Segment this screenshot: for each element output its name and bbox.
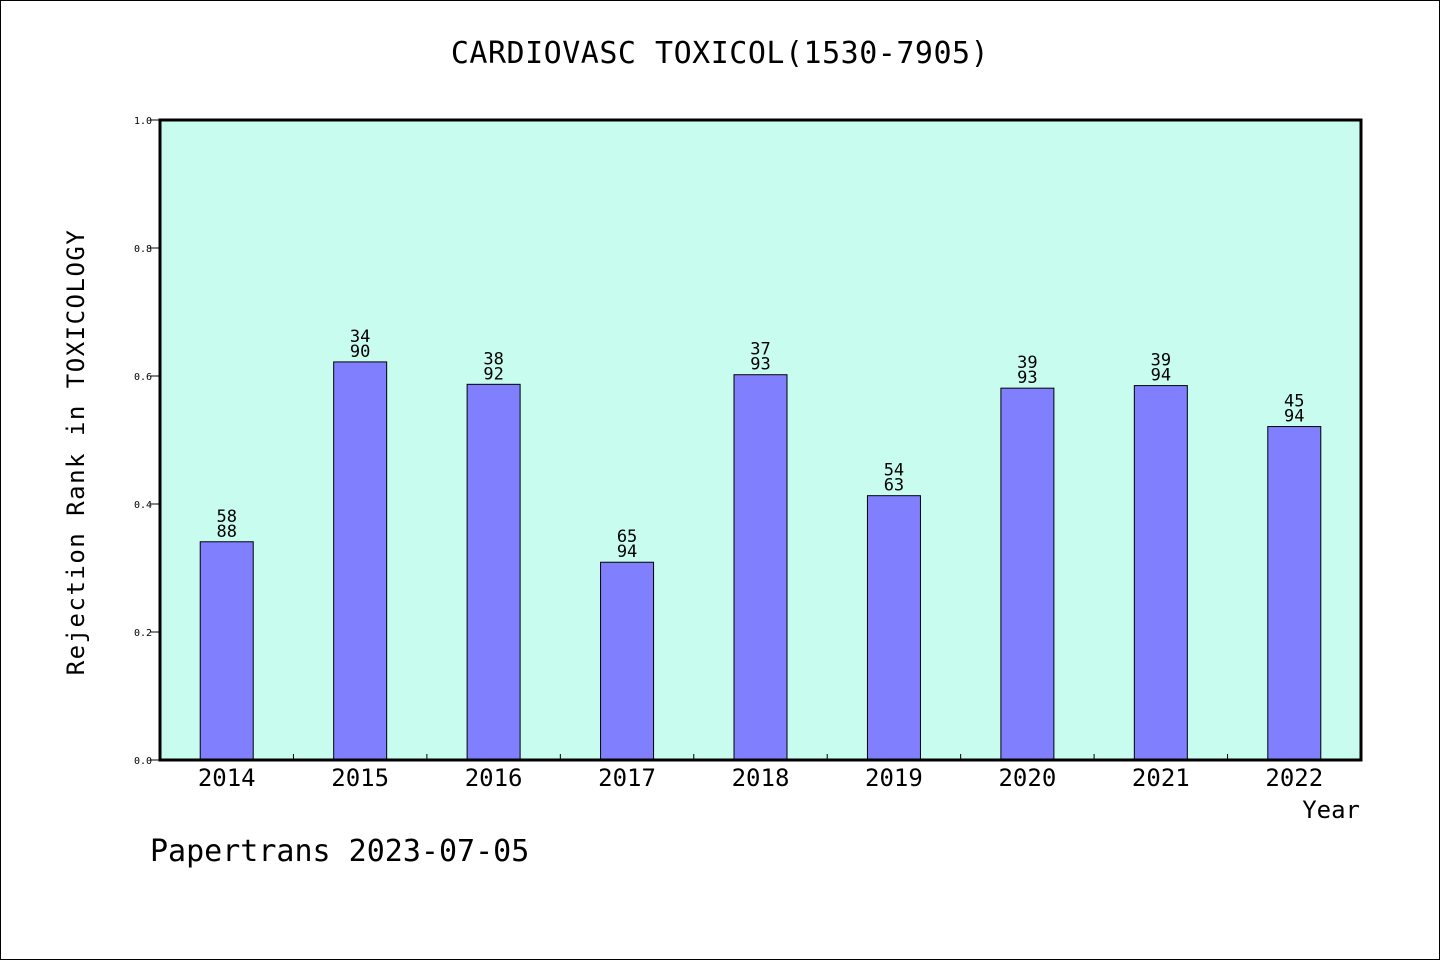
- x-tick-label: 2019: [865, 764, 923, 792]
- bar: [1267, 426, 1322, 761]
- bar: [466, 383, 521, 761]
- x-tick-label: 2014: [198, 764, 256, 792]
- bar-label-bottom: 88: [216, 522, 236, 542]
- bar-label-top: 38: [483, 349, 503, 369]
- x-tick-label: 2018: [732, 764, 790, 792]
- x-tick-label: 2016: [465, 764, 523, 792]
- bar: [333, 361, 388, 761]
- bar-label-bottom: 63: [884, 476, 904, 496]
- bar-label-bottom: 94: [617, 542, 637, 562]
- bar-label-top: 65: [617, 527, 637, 547]
- y-tick-label: 0.8: [134, 244, 152, 255]
- y-tick-label: 0.2: [134, 628, 152, 639]
- bar-label-top: 45: [1284, 392, 1304, 412]
- x-tick-label: 2022: [1265, 764, 1323, 792]
- chart-title: CARDIOVASC TOXICOL(1530-7905): [450, 36, 990, 71]
- bar: [1133, 385, 1188, 761]
- bar-label-bottom: 93: [1017, 368, 1037, 388]
- y-tick-label: 1.0: [134, 116, 152, 127]
- bar-label-bottom: 93: [750, 355, 770, 375]
- bar: [199, 541, 254, 761]
- footer-text: Papertrans 2023-07-05: [150, 834, 530, 869]
- bar-label-bottom: 90: [350, 342, 370, 362]
- x-axis-label: Year: [1302, 796, 1360, 824]
- bar-label-top: 39: [1017, 353, 1037, 373]
- bar: [866, 495, 921, 761]
- bar-label-top: 39: [1151, 351, 1171, 371]
- bar-label-top: 54: [884, 461, 904, 481]
- bar-label-bottom: 94: [1151, 366, 1171, 386]
- x-tick-label: 2015: [331, 764, 389, 792]
- y-tick-label: 0.6: [134, 372, 152, 383]
- bar-label-bottom: 94: [1284, 407, 1304, 427]
- bar-label-bottom: 92: [483, 364, 503, 384]
- plot-border: [158, 118, 1363, 762]
- bar-label-top: 58: [216, 507, 236, 527]
- bar-label-top: 34: [350, 327, 370, 347]
- x-tick-label: 2020: [998, 764, 1056, 792]
- bar: [1000, 387, 1055, 761]
- x-tick-label: 2017: [598, 764, 656, 792]
- y-tick-label: 0.0: [134, 756, 152, 767]
- bar-label-top: 37: [750, 340, 770, 360]
- bar: [600, 561, 655, 761]
- x-tick-label: 2021: [1132, 764, 1190, 792]
- bar: [733, 374, 788, 761]
- y-tick-label: 0.4: [134, 500, 152, 511]
